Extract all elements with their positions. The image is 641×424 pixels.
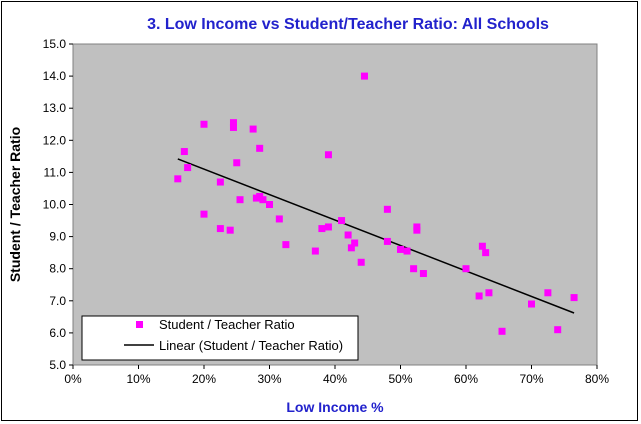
data-point [174,175,182,183]
y-axis-label: Student / Teacher Ratio [7,127,23,282]
data-point [410,265,418,273]
data-point [259,196,267,204]
x-tick-label: 80% [585,372,609,386]
data-point [200,210,208,218]
plot-area [72,43,598,366]
y-tick-label: 9.0 [49,230,66,244]
data-point [200,120,208,128]
x-tick-label: 0% [64,372,82,386]
legend-label-points: Student / Teacher Ratio [159,317,295,332]
data-point [282,241,290,249]
y-tick-label: 11.0 [44,165,67,179]
y-tick-label: 5.0 [49,358,66,372]
y-tick-label: 14.0 [43,69,67,83]
data-point [236,196,244,204]
data-point [475,292,483,300]
data-point [498,327,506,335]
x-tick-label: 30% [257,372,281,386]
trendline [177,158,575,314]
data-point [229,119,237,127]
data-point [233,159,241,167]
data-point [570,294,578,302]
y-tick-label: 10.0 [43,198,67,212]
data-point [485,289,493,297]
data-point [554,326,562,334]
data-point [360,72,368,80]
legend-box [81,315,359,361]
data-point [226,226,234,234]
data-point [351,239,359,247]
x-tick-label: 20% [192,372,216,386]
y-tick-label: 6.0 [49,326,66,340]
x-tick-label: 40% [323,372,347,386]
data-point [462,265,470,273]
x-tick-label: 70% [519,372,543,386]
data-point [324,151,332,159]
x-tick-label: 10% [126,372,150,386]
data-point [347,244,355,252]
data-point [229,123,237,131]
data-point [249,125,257,133]
legend: Student / Teacher Ratio Linear (Student … [81,315,359,361]
data-point [180,148,188,156]
data-point [383,237,391,245]
x-axis-label: Low Income % [286,399,384,415]
data-point [275,215,283,223]
data-point [357,258,365,266]
data-point [216,178,224,186]
data-point [528,300,535,308]
data-point [478,242,486,250]
x-axis: 0% 10% 20% 30% 40% 50% 60% 70% 80% [64,365,609,386]
y-tick-label: 8.0 [49,262,66,276]
trendline-layer [177,158,575,314]
y-tick-label: 13.0 [43,101,67,115]
y-tick-label: 15.0 [43,37,67,51]
data-point [318,225,326,233]
data-point [324,223,332,231]
data-point [338,217,346,225]
data-point [216,225,224,233]
data-point [311,247,319,255]
y-tick-label: 12.0 [43,133,67,147]
data-point [482,249,490,257]
points-layer [174,72,578,335]
legend-label-trendline: Linear (Student / Teacher Ratio) [159,338,343,353]
data-point [413,226,421,234]
data-point [256,144,264,152]
data-point [383,205,391,213]
data-point [419,270,427,278]
x-tick-label: 60% [454,372,478,386]
legend-marker-points [136,321,143,328]
data-point [266,201,273,208]
data-point [184,164,192,172]
y-tick-label: 7.0 [49,294,66,308]
data-point [344,231,352,239]
y-axis: 5.0 6.0 7.0 8.0 9.0 10.0 11.0 12.0 13.0 14.0 15.0 [43,37,73,372]
x-tick-label: 50% [388,372,412,386]
data-point [397,245,404,253]
data-point [403,247,411,255]
data-point [544,289,552,297]
chart-title: 3. Low Income vs Student/Teacher Ratio: … [147,16,549,33]
